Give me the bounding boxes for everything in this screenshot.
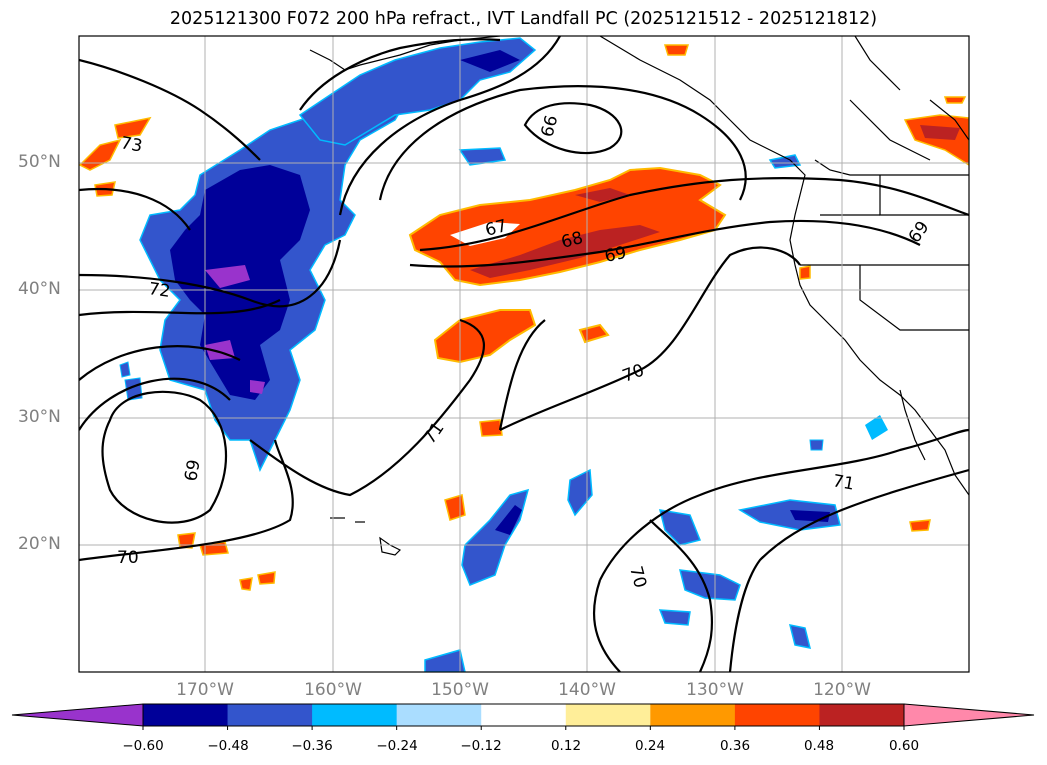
colorbar-tick-label: −0.48 — [207, 738, 249, 754]
contour-label: 70 — [117, 548, 139, 568]
colorbar-cell — [819, 704, 905, 726]
lat-label-20n: 20°N — [18, 534, 61, 554]
lat-label-40n: 40°N — [18, 279, 61, 299]
colorbar-cell — [481, 704, 567, 726]
contour-lines — [79, 36, 969, 672]
map-title: 2025121300 F072 200 hPa refract., IVT La… — [169, 9, 878, 29]
colorbar-extend-min — [11, 703, 144, 727]
colorbar-tick-label: −0.60 — [122, 738, 164, 754]
colorbar-cell — [396, 704, 482, 726]
lon-label-130w: 130°W — [686, 680, 744, 700]
coastlines — [309, 36, 969, 556]
graticule — [79, 36, 969, 672]
colorbar — [11, 703, 1035, 730]
contour-label: 73 — [119, 133, 144, 156]
contour-label: 69 — [603, 243, 628, 267]
colorbar-tick-label: −0.12 — [460, 738, 502, 754]
contour-label: 72 — [147, 279, 171, 302]
lon-label-120w: 120°W — [813, 680, 871, 700]
colorbar-tick-label: 0.36 — [719, 738, 751, 754]
colorbar-tick-label: 0.12 — [550, 738, 582, 754]
contour-label: 69 — [181, 458, 204, 483]
negative-shading — [119, 37, 888, 672]
lon-label-140w: 140°W — [558, 680, 616, 700]
lat-label-30n: 30°N — [18, 407, 61, 427]
colorbar-tick-label: −0.36 — [291, 738, 333, 754]
lon-label-160w: 160°W — [304, 680, 362, 700]
colorbar-cell — [734, 704, 820, 726]
colorbar-cell — [227, 704, 313, 726]
colorbar-cell — [565, 704, 651, 726]
colorbar-tick-label: 0.24 — [634, 738, 666, 754]
colorbar-tick-label: −0.24 — [376, 738, 418, 754]
colorbar-tick-label: 0.48 — [803, 738, 835, 754]
map-frame — [78, 35, 970, 673]
lon-label-170w: 170°W — [176, 680, 234, 700]
colorbar-cell — [312, 704, 398, 726]
colorbar-extend-max — [903, 703, 1035, 727]
contour-label: 71 — [831, 471, 856, 494]
colorbar-tick-label: 0.60 — [888, 738, 920, 754]
lon-label-150w: 150°W — [431, 680, 489, 700]
colorbar-cell — [650, 704, 736, 726]
lat-label-50n: 50°N — [18, 152, 61, 172]
colorbar-cell — [143, 704, 229, 726]
